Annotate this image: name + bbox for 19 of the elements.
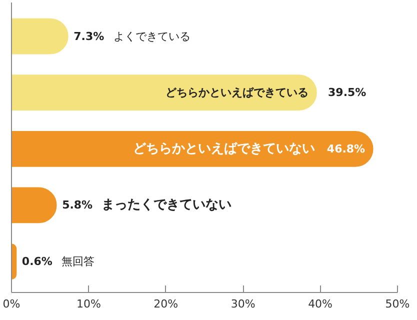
y-tick-label: まったくできていない bbox=[102, 198, 232, 213]
x-tick-label: 0% bbox=[2, 298, 20, 310]
x-tick-label: 40% bbox=[308, 298, 333, 310]
data-label: 0.6% bbox=[22, 255, 52, 268]
y-tick-label: どちらかといえばできている bbox=[166, 86, 309, 100]
bar bbox=[12, 74, 317, 111]
x-tick-label: 20% bbox=[154, 298, 178, 310]
data-label: 5.8% bbox=[62, 198, 93, 212]
data-label: 46.8% bbox=[326, 142, 366, 156]
data-label: 7.3% bbox=[74, 30, 104, 43]
y-tick-label: よくできている bbox=[113, 30, 190, 43]
x-tick-label: 50% bbox=[385, 298, 410, 310]
data-label: 39.5% bbox=[328, 86, 366, 100]
x-tick-label: 30% bbox=[230, 298, 256, 310]
bar bbox=[12, 130, 374, 167]
y-tick-label: どちらかといえばできていない bbox=[132, 141, 315, 156]
bar bbox=[12, 18, 68, 54]
y-tick-label: 無回答 bbox=[62, 255, 95, 268]
x-tick-label: 10% bbox=[76, 298, 101, 310]
